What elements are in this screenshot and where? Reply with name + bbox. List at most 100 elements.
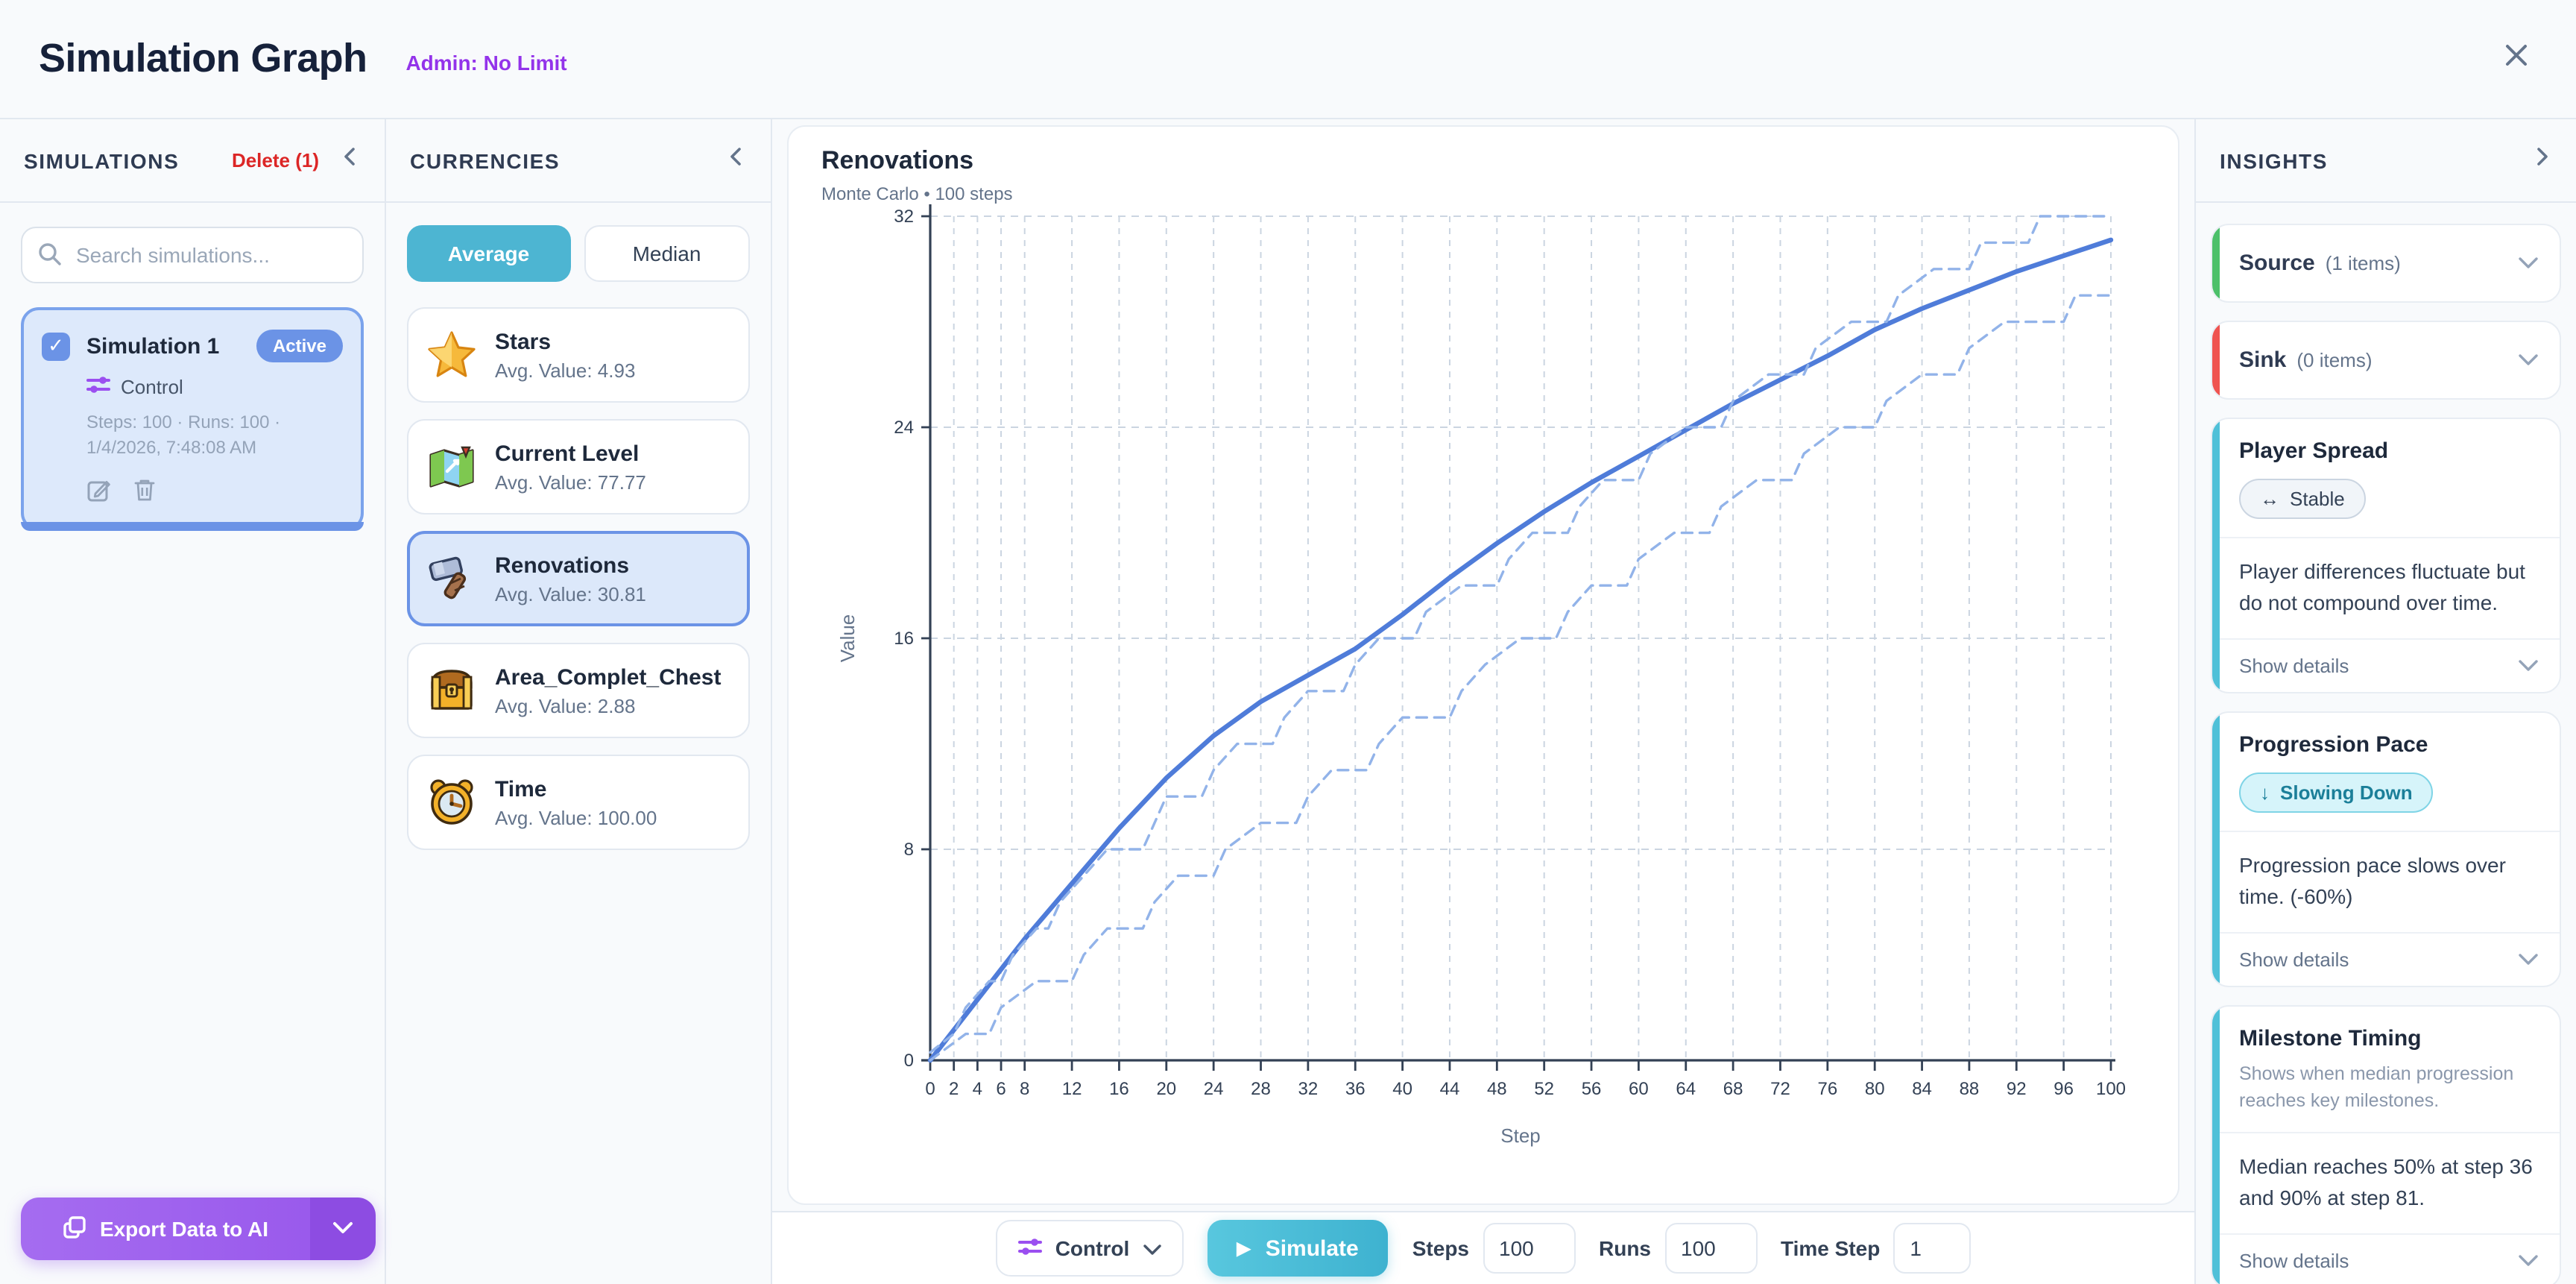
currency-value: Avg. Value: 100.00: [495, 806, 657, 828]
simulate-label: Simulate: [1265, 1236, 1359, 1261]
x-tick-label: 16: [1109, 1079, 1129, 1099]
currency-item-time[interactable]: Time Avg. Value: 100.00: [407, 755, 750, 850]
insight-subtitle: Shows when median progression reaches ke…: [2239, 1063, 2514, 1112]
export-options-button[interactable]: [310, 1198, 376, 1260]
x-tick-label: 2: [949, 1079, 959, 1099]
close-button[interactable]: [2496, 38, 2537, 80]
currency-value: Avg. Value: 2.88: [495, 694, 636, 717]
chevron-left-icon: [340, 146, 361, 174]
insights-scroll[interactable]: Source (1 items) Sink (0 items): [2196, 203, 2576, 1284]
x-tick-label: 92: [2007, 1079, 2027, 1099]
chart-column: Renovations Monte Carlo • 100 steps 0 8 16…: [772, 119, 2194, 1284]
runs-input[interactable]: [1664, 1223, 1757, 1274]
collapse-simulations-button[interactable]: [340, 146, 361, 174]
y-tick-label: 32: [894, 207, 914, 227]
insight-accent: [2212, 713, 2220, 986]
delete-simulation-button[interactable]: [133, 477, 157, 510]
insights-panel: INSIGHTS Source (1 items): [2194, 119, 2576, 1284]
x-tick-label: 44: [1440, 1079, 1460, 1099]
chevron-right-icon: [2531, 146, 2552, 174]
insight-body: Median reaches 50% at step 36 and 90% at…: [2212, 1132, 2560, 1234]
search-wrap: [21, 227, 364, 283]
simulation-actions: [86, 477, 343, 510]
insight-accent: [2212, 1007, 2220, 1284]
currency-item-current-level[interactable]: Current Level Avg. Value: 77.77: [407, 419, 750, 514]
collapse-insights-button[interactable]: [2531, 146, 2552, 174]
steps-input[interactable]: [1483, 1223, 1575, 1274]
progression-pace-card: Progression Pace ↓ Slowing Down Progress…: [2211, 711, 2561, 987]
insight-title: Progression Pace: [2239, 732, 2428, 758]
simulation-checkbox[interactable]: ✓: [42, 332, 70, 360]
simulate-button[interactable]: ▶ Simulate: [1207, 1220, 1389, 1277]
show-details-button[interactable]: Show details: [2212, 932, 2560, 986]
export-data-button[interactable]: Export Data to AI: [21, 1198, 310, 1260]
clock-icon: [426, 777, 477, 828]
simulation-mode-row: Control: [86, 374, 343, 400]
currency-value: Avg. Value: 30.81: [495, 582, 646, 605]
average-toggle-button[interactable]: Average: [407, 225, 570, 282]
control-dropdown[interactable]: Control: [995, 1220, 1184, 1277]
x-tick-label: 48: [1487, 1079, 1507, 1099]
x-tick-label: 36: [1345, 1079, 1366, 1099]
sink-group-card[interactable]: Sink (0 items): [2211, 321, 2561, 400]
currency-item-renovations[interactable]: Renovations Avg. Value: 30.81: [407, 531, 750, 626]
simulations-title: SIMULATIONS: [24, 148, 180, 172]
source-group-row: Source (1 items): [2212, 225, 2560, 301]
y-tick-label: 16: [894, 629, 914, 649]
delete-simulations-button[interactable]: Delete (1): [231, 149, 319, 171]
edit-simulation-button[interactable]: [86, 477, 112, 510]
stable-badge-label: Stable: [2290, 488, 2345, 510]
x-tick-label: 0: [925, 1079, 935, 1099]
x-tick-label: 12: [1062, 1079, 1082, 1099]
sink-count: (0 items): [2296, 349, 2373, 371]
milestone-timing-head: Milestone Timing Shows when median progr…: [2212, 1007, 2560, 1132]
chevron-down-icon: [332, 1215, 353, 1242]
x-tick-label: 56: [1582, 1079, 1602, 1099]
time-step-input[interactable]: [1893, 1223, 1972, 1274]
y-tick-label: 8: [904, 840, 914, 860]
collapse-currencies-button[interactable]: [726, 146, 747, 174]
x-tick-label: 52: [1534, 1079, 1554, 1099]
insight-body: Player differences fluctuate but do not …: [2212, 537, 2560, 638]
show-details-label: Show details: [2239, 655, 2349, 677]
copy-icon: [63, 1215, 86, 1243]
x-tick-label: 6: [996, 1079, 1006, 1099]
check-icon: ✓: [48, 334, 64, 356]
series-median: [927, 237, 2114, 1063]
simulation-card[interactable]: ✓ Simulation 1 Active Control Steps: 100…: [21, 307, 364, 531]
currency-item-stars[interactable]: Stars Avg. Value: 4.93: [407, 307, 750, 403]
source-group-card[interactable]: Source (1 items): [2211, 224, 2561, 303]
chevron-left-icon: [726, 146, 747, 174]
left-right-arrow-icon: ↔: [2260, 488, 2279, 510]
simulation-meta: Steps: 100 · Runs: 100 · 1/4/2026, 7:48:…: [86, 410, 343, 462]
map-icon: [426, 441, 477, 492]
simulations-panel-header: SIMULATIONS Delete (1): [0, 119, 385, 203]
show-details-label: Show details: [2239, 948, 2349, 971]
x-tick-label: 76: [1817, 1079, 1837, 1099]
player-spread-card: Player Spread ↔ Stable Player difference…: [2211, 418, 2561, 693]
y-tick-label: 0: [904, 1051, 914, 1071]
x-tick-label: 60: [1629, 1079, 1649, 1099]
currency-name: Area_Complet_Chest: [495, 664, 722, 690]
show-details-button[interactable]: Show details: [2212, 638, 2560, 692]
search-input[interactable]: [21, 227, 364, 283]
source-count: (1 items): [2325, 252, 2401, 274]
currency-item-area-complet-chest[interactable]: Area_Complet_Chest Avg. Value: 2.88: [407, 643, 750, 738]
currencies-panel: CURRENCIES Average Median Stars Avg. Val…: [386, 119, 772, 1284]
x-tick-label: 32: [1298, 1079, 1319, 1099]
chevron-down-icon: [2518, 659, 2539, 673]
series-lower-band: [929, 294, 2112, 1062]
median-toggle-button[interactable]: Median: [584, 225, 750, 282]
chevron-down-icon: [2518, 1255, 2539, 1268]
x-axis-title: Step: [1500, 1124, 1541, 1147]
close-icon: [2503, 42, 2530, 76]
currency-name: Current Level: [495, 441, 640, 466]
sink-group-row: Sink (0 items): [2212, 322, 2560, 398]
x-tick-label: 20: [1156, 1079, 1176, 1099]
currency-name: Time: [495, 776, 547, 802]
show-details-button[interactable]: Show details: [2212, 1233, 2560, 1284]
sink-label: Sink: [2239, 347, 2287, 373]
chart-subtitle: Monte Carlo • 100 steps: [821, 183, 1013, 204]
